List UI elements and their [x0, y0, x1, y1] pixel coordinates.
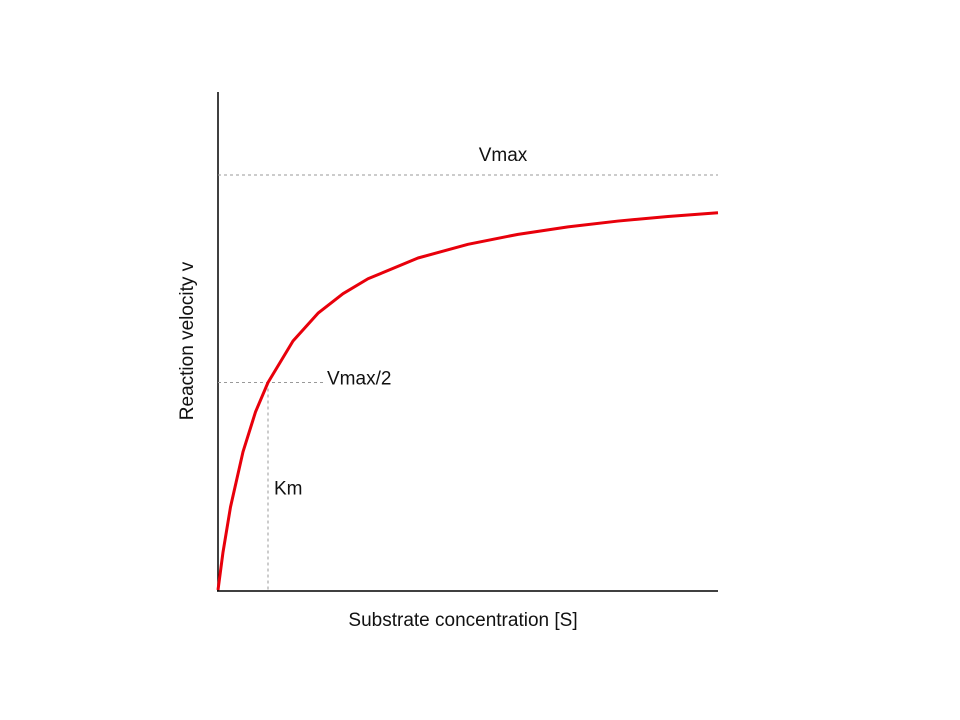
x-axis-label: Substrate concentration [S]	[348, 610, 577, 631]
reference-label: Vmax	[479, 145, 528, 166]
curve	[216, 211, 719, 591]
y-axis-label: Reaction velocity v	[177, 261, 198, 420]
reference-label: Km	[274, 478, 303, 499]
reference-label: Vmax/2	[327, 369, 391, 390]
